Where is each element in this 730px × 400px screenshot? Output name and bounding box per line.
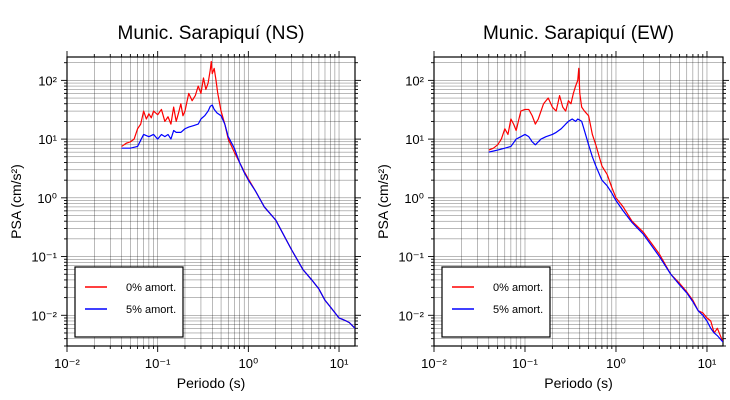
legend-box [74, 266, 184, 338]
y-tick-label: 10⁻² [31, 308, 57, 323]
x-axis-label: Periodo (s) [177, 375, 245, 391]
ticks [61, 51, 361, 352]
x-tick-label: 10⁰ [606, 356, 626, 371]
series-group [488, 67, 723, 343]
axis-frame [433, 56, 724, 347]
y-tick-label: 10⁻² [398, 308, 424, 323]
legend-label: 0% amort. [126, 282, 176, 294]
x-tick-label: 10⁻¹ [145, 356, 171, 371]
chart-panel: 10⁻² 10⁻¹ 10⁰ 10¹ 10⁻² 10⁻¹ 10⁰ 10¹ 10² 0% amort.… [375, 23, 729, 391]
series-line-damped [121, 104, 355, 329]
series-group [121, 60, 355, 329]
y-tick-label: 10⁻¹ [398, 250, 424, 265]
x-tick-label: 10⁻² [54, 356, 80, 371]
chart-panel: 10⁻² 10⁻¹ 10⁰ 10¹ 10⁻² 10⁻¹ 10⁰ 10¹ 10² 0% amort.… [8, 23, 361, 391]
ticks [428, 51, 729, 352]
legend-box [441, 266, 551, 338]
legend: 0% amort. 5% amort. [74, 266, 184, 338]
x-tick-label: 10⁻¹ [512, 356, 538, 371]
y-tick-label: 10¹ [38, 132, 57, 147]
legend: 0% amort. 5% amort. [441, 266, 551, 338]
chart-title: Munic. Sarapiquí (EW) [483, 23, 674, 44]
legend-label: 5% amort. [493, 304, 543, 316]
x-tick-label: 10⁻² [421, 356, 447, 371]
series-line-undamped [488, 67, 723, 343]
x-axis-label: Periodo (s) [544, 375, 612, 391]
y-tick-label: 10⁻¹ [31, 250, 57, 265]
x-tick-label: 10⁰ [239, 356, 259, 371]
y-tick-label: 10² [38, 73, 57, 88]
x-tick-label: 10¹ [330, 356, 349, 371]
y-tick-label: 10¹ [405, 132, 424, 147]
legend-label: 5% amort. [126, 304, 176, 316]
axis-frame [66, 56, 356, 347]
x-tick-label: 10¹ [698, 356, 717, 371]
y-tick-label: 10⁰ [404, 191, 424, 206]
y-tick-label: 10² [405, 73, 424, 88]
y-axis-label: PSA (cm/s²) [375, 164, 391, 239]
y-axis-label: PSA (cm/s²) [8, 164, 24, 239]
y-tick-label: 10⁰ [37, 191, 57, 206]
series-line-damped [488, 118, 723, 343]
grid [67, 57, 355, 346]
legend-label: 0% amort. [493, 282, 543, 294]
chart-title: Munic. Sarapiquí (NS) [118, 23, 305, 44]
